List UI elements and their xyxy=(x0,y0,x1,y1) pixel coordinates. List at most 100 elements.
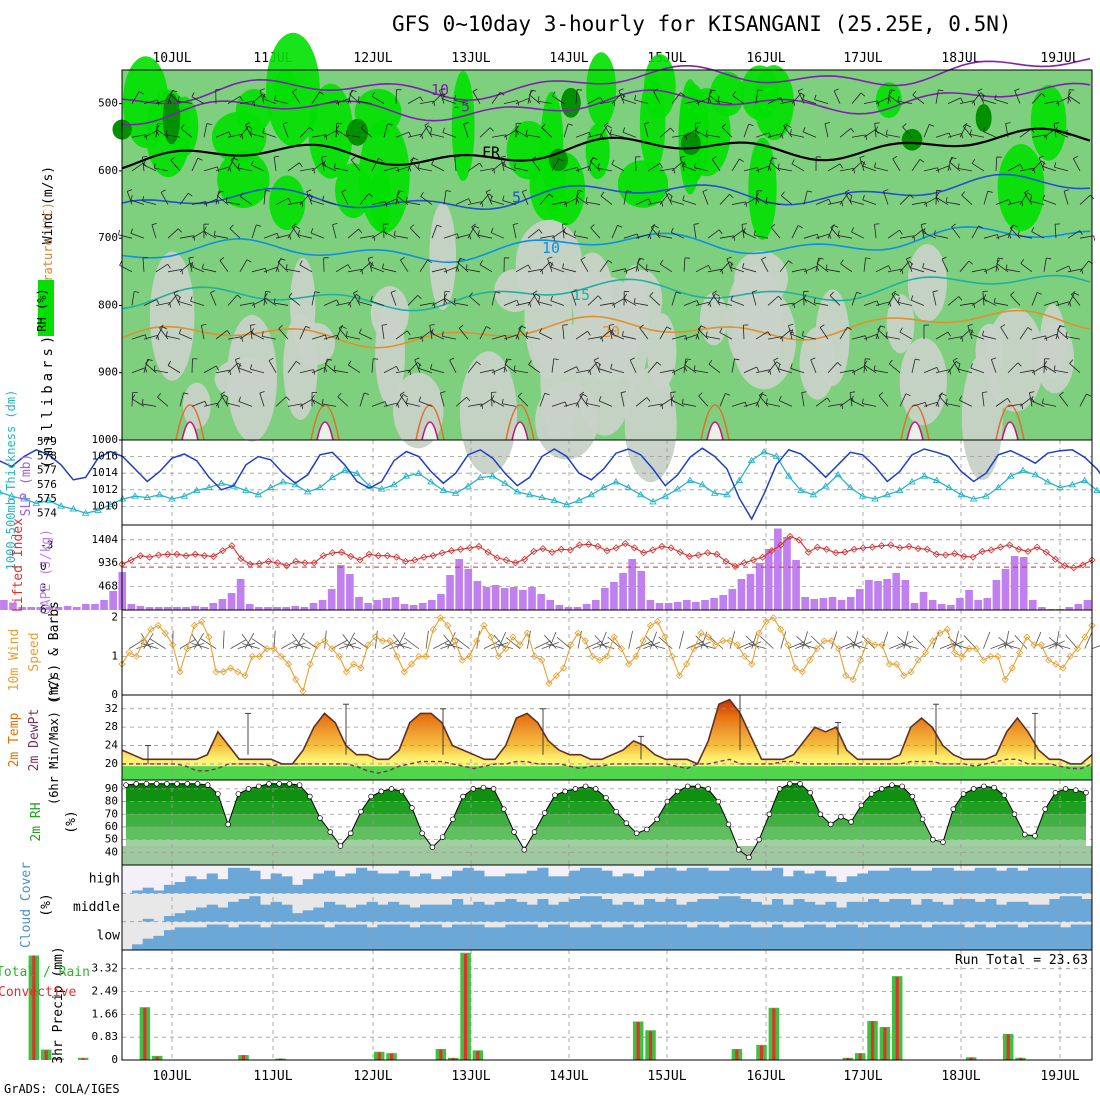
wind-barb xyxy=(773,360,781,373)
wind-barb xyxy=(827,403,842,407)
wind-barb xyxy=(1019,192,1028,205)
cloud-cover-cell xyxy=(452,899,464,922)
precip-convective-bar xyxy=(759,1045,764,1060)
cape-bar xyxy=(655,603,664,610)
wind-speed-point xyxy=(241,672,249,680)
precip-convective-bar xyxy=(883,1027,887,1060)
rh-point xyxy=(940,839,946,845)
surface-wind-barb xyxy=(954,630,959,649)
wind-barb xyxy=(169,93,181,104)
wind-barb xyxy=(1063,190,1069,205)
wind-speed-point xyxy=(313,641,322,649)
wind-barb xyxy=(887,229,900,239)
wind-barb xyxy=(589,160,601,172)
wind-barb xyxy=(407,362,418,373)
wind-barb xyxy=(639,327,649,340)
wind-barb xyxy=(906,258,913,272)
wind-barb xyxy=(190,300,205,306)
cloud-cover-cell xyxy=(270,873,282,894)
wind-barb xyxy=(671,92,681,104)
cloud-cover-cell xyxy=(740,867,752,894)
wind-barb xyxy=(779,100,794,105)
lifted-index-point xyxy=(1079,561,1087,569)
cloud-cover-cell xyxy=(441,927,453,950)
cloud-level-label: low xyxy=(97,928,121,943)
cape-bar xyxy=(182,607,190,610)
wind-barb xyxy=(983,265,997,273)
wind-barb-flag xyxy=(802,127,806,133)
wind-barb xyxy=(982,335,997,340)
lifted-index-point xyxy=(859,544,867,552)
cape-bar xyxy=(1074,604,1083,610)
wind-barb xyxy=(541,127,553,138)
wind-barb-flag xyxy=(958,364,961,370)
cape-bar xyxy=(209,603,218,610)
wind-barb xyxy=(780,195,793,205)
wind-barb xyxy=(922,267,937,273)
precip-convective-bar xyxy=(846,1058,850,1060)
lifted-index-point xyxy=(292,557,300,565)
wind-barb-flag xyxy=(551,91,556,97)
surface-wind-barb xyxy=(495,643,514,650)
thickness-point xyxy=(279,478,287,485)
rh-point xyxy=(603,795,609,801)
wind-barb xyxy=(359,193,370,205)
wind-barb-flag xyxy=(420,192,424,197)
wind-barb-flag xyxy=(801,391,807,393)
cape-bar xyxy=(373,600,382,610)
wind-barb xyxy=(719,261,730,273)
cloud-cover-cell xyxy=(729,924,741,950)
cloud-cover-cell xyxy=(473,901,485,922)
wind-barb xyxy=(286,268,301,273)
rh-point xyxy=(531,829,538,835)
wind-barb-flag xyxy=(908,260,914,265)
wind-barb xyxy=(562,267,577,273)
wind-barb-flag xyxy=(791,159,795,164)
rh-point xyxy=(501,806,507,812)
wind-barb xyxy=(935,393,943,407)
wind-barb-flag xyxy=(1065,331,1068,337)
wind-speed-point xyxy=(335,652,343,660)
wind-speed-point xyxy=(748,660,756,668)
thickness-point xyxy=(316,483,324,491)
wind-speed-point xyxy=(350,660,358,668)
wind-barb xyxy=(1030,200,1045,205)
wind-barb-flag xyxy=(607,260,613,264)
wind-barb-flag xyxy=(322,195,325,201)
wind-barb-flag xyxy=(541,123,546,128)
wind-barb-flag xyxy=(239,96,243,101)
wind-speed-point xyxy=(965,645,973,653)
wind-barb-flag xyxy=(305,325,311,329)
wind-barb-flag xyxy=(465,264,468,270)
cloud-cover-cell xyxy=(932,867,944,894)
cloud-cover-cell xyxy=(612,927,624,950)
wind-speed-point xyxy=(661,633,669,641)
wind-barb-flag xyxy=(685,358,691,360)
cape-bar xyxy=(482,587,491,610)
wind-barb xyxy=(311,291,316,306)
wind-barb-flag xyxy=(620,391,627,394)
wind-barb-flag xyxy=(587,331,591,336)
cloud-cover-cell xyxy=(740,899,752,922)
wind-speed-point xyxy=(161,629,169,637)
wind-barb-flag xyxy=(637,258,641,264)
wind-barb xyxy=(946,403,961,407)
wind-barb xyxy=(399,394,409,407)
cloud-cover-cell xyxy=(174,927,186,950)
wind-barb xyxy=(802,99,817,105)
wind-barb-flag xyxy=(996,259,1000,264)
wind-barb-flag xyxy=(617,224,623,228)
wind-barb xyxy=(240,196,253,205)
wind-barb xyxy=(1072,158,1081,172)
wind-barb-flag xyxy=(145,134,148,140)
wind-barb xyxy=(1067,89,1070,104)
rh-point xyxy=(889,782,895,788)
wind-barb-flag xyxy=(295,361,301,365)
wind-barb xyxy=(971,163,985,172)
temperature-contour xyxy=(121,226,1091,264)
lifted-index-point xyxy=(694,551,703,559)
wind-barb xyxy=(1054,224,1057,239)
thickness-point xyxy=(131,492,139,499)
rh-point xyxy=(919,816,926,823)
wind-barb xyxy=(332,224,337,239)
